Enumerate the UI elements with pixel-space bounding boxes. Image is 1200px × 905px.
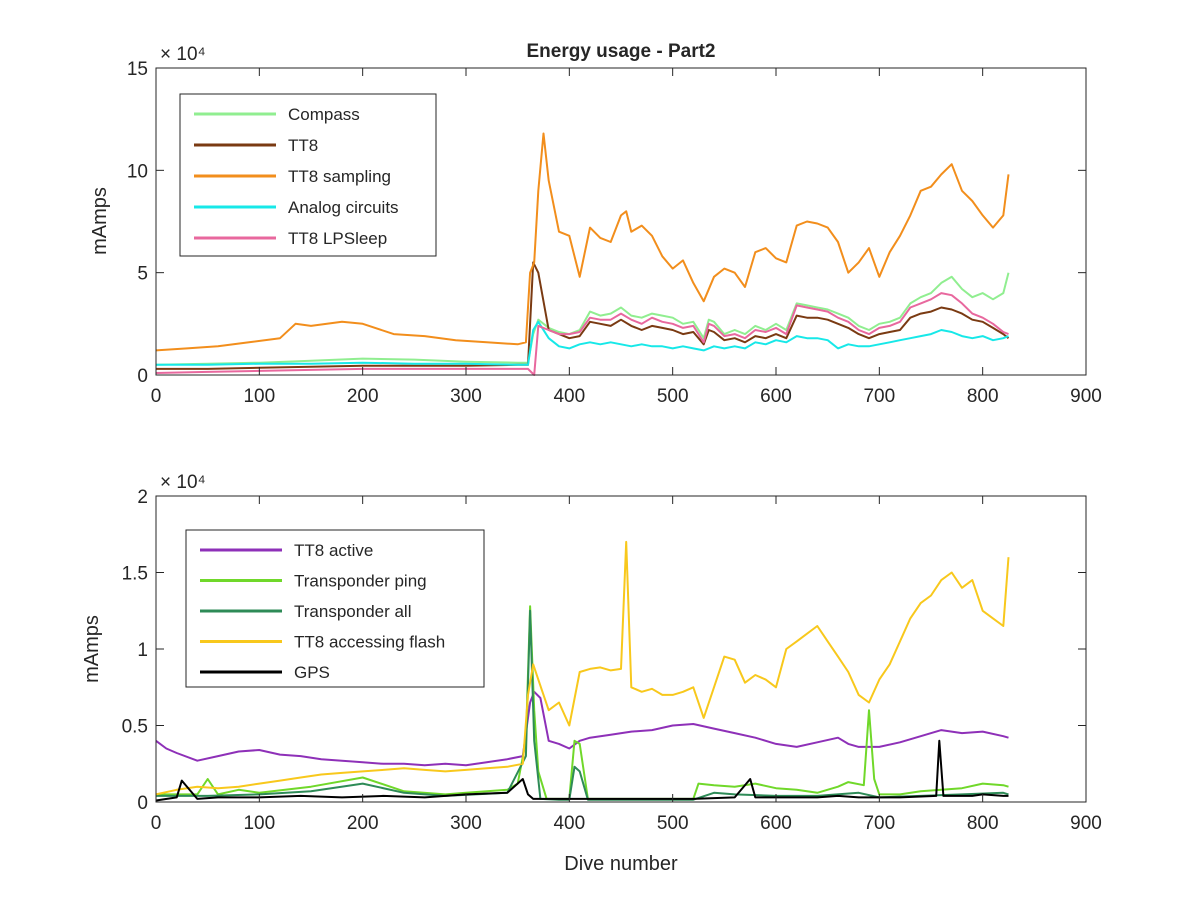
x-tick-label: 300 [450,813,482,834]
x-tick-label: 700 [863,386,895,407]
x-tick-label: 500 [657,386,689,407]
y-tick-label: 2 [137,487,148,508]
y-tick-label: 0 [137,793,148,814]
x-tick-label: 500 [657,813,689,834]
top-series-group [155,132,1010,376]
y-tick-label: 10 [127,161,148,182]
x-tick-label: 800 [967,813,999,834]
top-y-exponent-label: × 10⁴ [160,44,206,65]
x-tick-label: 800 [967,386,999,407]
legend-entry-tt8-active: TT8 active [294,541,373,560]
series-line-transponder-all [156,609,1009,801]
legend-entry-tt8-accessing-flash: TT8 accessing flash [294,633,445,652]
x-tick-label: 100 [243,386,275,407]
series-line-tt8-active [155,690,1009,767]
bottom-legend: TT8 active Transponder ping Transponder al… [185,529,485,688]
legend-entry-transponder-ping: Transponder ping [294,572,427,591]
x-tick-label: 900 [1070,813,1102,834]
y-tick-label: 0.5 [122,717,148,738]
x-tick-label: 900 [1070,386,1102,407]
series-line-analog-circuits [156,320,1009,366]
x-tick-label: 400 [553,386,585,407]
x-tick-label: 700 [863,813,895,834]
x-tick-label: 600 [760,813,792,834]
bottom-y-axis-label: mAmps [81,615,103,683]
top-ticks-group: 0 100 200 300 400 500 600 700 800 900 0 5 10 15 [127,59,1102,407]
x-tick-label: 0 [151,386,162,407]
legend-entry-gps: GPS [294,663,330,682]
legend-entry-tt8: TT8 [288,136,318,155]
legend-entry-transponder-all: Transponder all [294,602,412,621]
series-line-tt8 [156,261,1010,370]
top-chart-title: Energy usage - Part2 [526,41,715,62]
y-tick-label: 1 [137,640,148,661]
x-tick-label: 200 [347,386,379,407]
series-line-tt8-lpsleep [155,292,1009,376]
y-tick-label: 5 [137,264,148,285]
bottom-subplot: 0 100 200 300 400 500 600 700 800 900 0 0.5 1 1.5 2 × … [81,472,1102,875]
x-tick-label: 400 [553,813,585,834]
x-tick-label: 600 [760,386,792,407]
top-subplot: 0 100 200 300 400 500 600 700 800 900 0 5 10 15 Energ… [89,41,1102,407]
legend-box [185,529,485,688]
y-tick-label: 15 [127,59,148,80]
top-legend: Compass TT8 TT8 sampling Analog circuits TT8… [179,93,437,257]
y-tick-label: 1.5 [122,564,148,585]
legend-entry-compass: Compass [288,105,360,124]
series-line-gps [155,739,1009,802]
legend-entry-tt8-sampling: TT8 sampling [288,167,391,186]
series-line-tt8-accessing-flash [155,540,1010,796]
legend-entry-analog-circuits: Analog circuits [288,198,399,217]
bottom-y-exponent-label: × 10⁴ [160,472,206,493]
y-tick-label: 0 [137,366,148,387]
top-y-axis-label: mAmps [89,187,111,255]
series-line-tt8-sampling [155,132,1010,352]
x-tick-label: 200 [347,813,379,834]
x-tick-label: 100 [243,813,275,834]
x-tick-label: 0 [151,813,162,834]
legend-entry-tt8-lpsleep: TT8 LPSleep [288,229,387,248]
top-axes-box [155,67,1087,376]
x-tick-label: 300 [450,386,482,407]
bottom-ticks-group: 0 100 200 300 400 500 600 700 800 900 0 0.5 1 1.5 2 [122,487,1102,834]
bottom-series-group [155,540,1010,802]
bottom-x-axis-label: Dive number [564,853,678,875]
